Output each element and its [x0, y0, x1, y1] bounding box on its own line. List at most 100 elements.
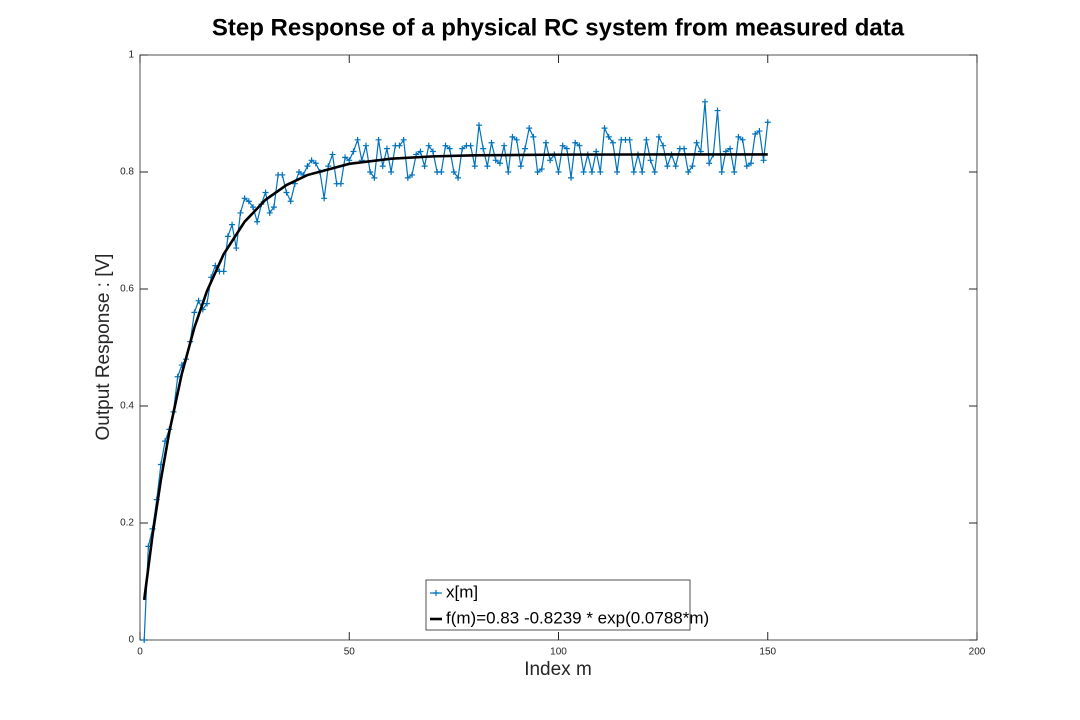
data-point [509, 133, 516, 140]
data-point [233, 245, 240, 252]
data-point [748, 160, 755, 167]
y-tick-label: 0.2 [120, 518, 134, 529]
x-tick-label: 200 [969, 647, 986, 658]
data-point [496, 160, 503, 167]
x-tick-label: 150 [759, 647, 776, 658]
data-point [249, 204, 256, 211]
data-point [522, 145, 529, 152]
data-point [475, 122, 482, 129]
data-point [266, 209, 273, 216]
data-point [555, 169, 562, 175]
data-point [471, 163, 478, 170]
data-point [254, 218, 261, 225]
data-point [350, 148, 357, 155]
data-point [647, 157, 654, 164]
data-point [421, 163, 428, 170]
data-point [404, 174, 411, 181]
legend-box [425, 579, 691, 631]
data-point [342, 154, 349, 161]
data-point [296, 169, 303, 175]
data-point [438, 169, 445, 175]
data-point [379, 163, 386, 170]
y-tick-label: 0.8 [120, 167, 134, 178]
data-point [241, 195, 248, 202]
y-tick-label: 0.4 [120, 401, 134, 412]
data-point [601, 125, 608, 132]
series-line [142, 153, 768, 601]
data-point [321, 195, 328, 202]
data-point [337, 180, 344, 187]
data-point [287, 198, 294, 205]
data-point [362, 142, 369, 149]
data-point [417, 148, 424, 155]
y-axis-label: Output Response : [V] [93, 254, 114, 441]
data-point [672, 163, 679, 170]
legend-marker [433, 590, 439, 596]
data-point [220, 268, 227, 275]
data-point [450, 169, 457, 175]
data-point [727, 145, 734, 152]
data-point [400, 136, 407, 143]
data-point [425, 142, 432, 149]
data-point [174, 373, 181, 380]
data-point [526, 125, 533, 132]
data-point [743, 163, 750, 170]
data-point [459, 145, 466, 152]
data-point [354, 136, 361, 143]
data-point [237, 209, 244, 216]
data-point [542, 139, 549, 146]
data-point [559, 142, 566, 149]
data-point [681, 145, 688, 152]
data-point [488, 139, 495, 146]
data-point [568, 174, 575, 181]
data-point [446, 145, 453, 152]
data-point [409, 171, 416, 178]
data-point [191, 309, 198, 316]
x-axis-label: Index m [524, 659, 592, 680]
data-point [346, 157, 353, 164]
data-point [229, 221, 236, 228]
data-point [706, 160, 713, 167]
data-point [572, 139, 579, 146]
data-point [442, 142, 449, 149]
data-point [262, 189, 269, 196]
data-point [195, 297, 202, 304]
data-point [312, 160, 319, 167]
data-point [375, 136, 382, 143]
data-point [517, 163, 524, 170]
chart-title: Step Response of a physical RC system fr… [212, 14, 905, 41]
y-tick-label: 1 [128, 50, 134, 61]
data-point [371, 174, 378, 181]
data-point [534, 169, 541, 175]
data-point [501, 142, 508, 149]
data-point [563, 145, 570, 152]
data-point [714, 107, 721, 114]
data-point [304, 163, 311, 170]
data-point [245, 198, 252, 205]
x-tick-label: 100 [550, 647, 567, 658]
data-point [630, 169, 637, 175]
data-point [367, 169, 374, 175]
data-point [655, 133, 662, 140]
data-point [764, 119, 771, 126]
data-point [739, 136, 746, 143]
data-point [605, 133, 612, 140]
data-point [664, 163, 671, 170]
legend-label: f(m)=0.83 -0.8239 * exp(0.0788*m) [446, 608, 709, 627]
data-point [693, 139, 700, 146]
data-point [224, 233, 231, 240]
data-point [388, 169, 395, 175]
x-tick-label: 0 [137, 647, 143, 658]
data-point [580, 169, 587, 175]
data-point [639, 169, 646, 175]
data-point [614, 169, 621, 175]
data-point [530, 133, 537, 140]
data-point [756, 128, 763, 135]
data-point [203, 300, 210, 307]
data-point [396, 142, 403, 149]
data-point [283, 189, 290, 196]
data-point [505, 169, 512, 175]
data-point [731, 169, 738, 175]
data-point [547, 157, 554, 164]
data-point [329, 151, 336, 158]
